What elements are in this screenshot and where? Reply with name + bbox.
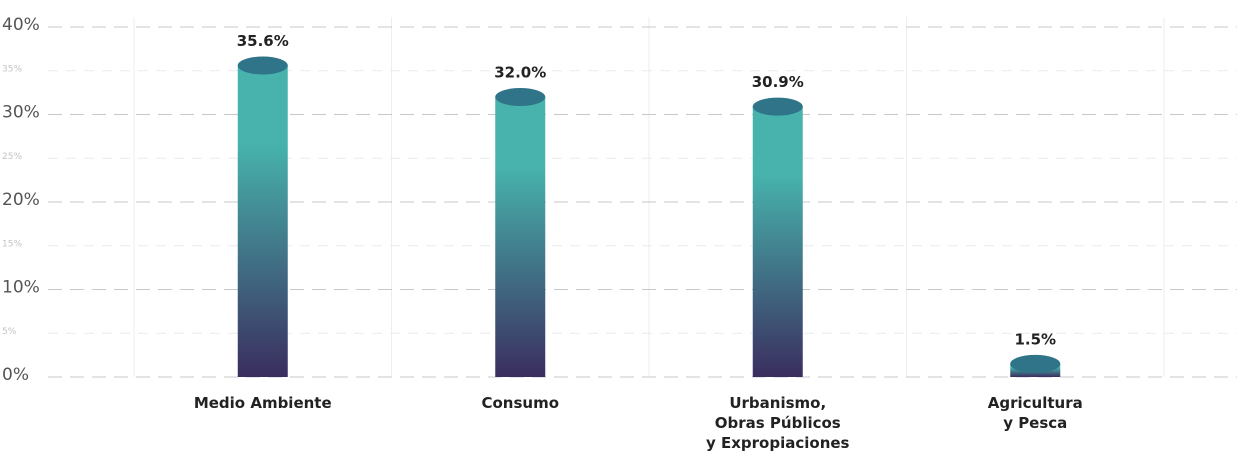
x-tick-line: y Pesca bbox=[1003, 414, 1067, 432]
value-label: 35.6% bbox=[237, 32, 289, 50]
bar-cap bbox=[237, 56, 288, 75]
y-tick-label: 15% bbox=[2, 239, 22, 249]
x-tick-line: Agricultura bbox=[988, 394, 1083, 412]
x-tick-line: Obras Públicos bbox=[715, 414, 841, 432]
bar bbox=[237, 65, 288, 377]
x-tick-label: Agricultura y Pesca bbox=[988, 394, 1083, 432]
x-tick-label: Consumo bbox=[481, 394, 559, 412]
x-tick-line: Medio Ambiente bbox=[194, 394, 332, 412]
bar-cap bbox=[495, 88, 546, 106]
bar bbox=[495, 97, 546, 377]
x-tick-line: y Expropiaciones bbox=[706, 434, 850, 452]
x-tick-label: Medio Ambiente bbox=[194, 394, 332, 412]
value-label: 32.0% bbox=[494, 64, 546, 82]
y-tick-label: 35% bbox=[2, 64, 22, 74]
x-tick-line: Urbanismo, bbox=[729, 394, 826, 412]
y-tick-label: 0% bbox=[2, 365, 29, 385]
y-tick-label: 20% bbox=[2, 190, 40, 210]
bar-cap bbox=[752, 97, 803, 116]
y-tick-label: 30% bbox=[2, 103, 40, 123]
y-tick-label: 10% bbox=[2, 278, 40, 298]
x-tick-label: Urbanismo, Obras Públicos y Expropiaciones bbox=[706, 394, 850, 452]
y-tick-label: 25% bbox=[2, 152, 22, 162]
x-tick-line: Consumo bbox=[481, 394, 559, 412]
bar-cap bbox=[1010, 354, 1061, 373]
y-tick-label: 40% bbox=[2, 15, 40, 35]
value-label: 1.5% bbox=[1014, 330, 1056, 348]
y-tick-label: 5% bbox=[2, 327, 17, 337]
value-label: 30.9% bbox=[752, 73, 804, 91]
bar bbox=[752, 106, 803, 377]
